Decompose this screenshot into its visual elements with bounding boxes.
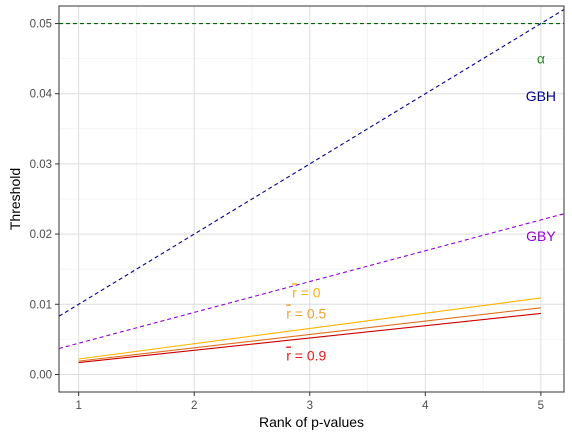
x-tick-label: 5	[538, 400, 544, 412]
y-axis-label: Threshold	[7, 168, 23, 230]
x-tick-label: 1	[75, 400, 81, 412]
y-tick-label: 0.03	[30, 159, 52, 171]
annotation-5: r = 0.5	[286, 305, 326, 321]
series-line-6	[78, 312, 541, 364]
axis-ticks: 1 2 3 4 5 0.00 0.01 0.02 0.03 0.04 0.05	[30, 19, 544, 412]
annotation-4: r = 0	[292, 284, 321, 300]
y-tick-label: 0.01	[30, 299, 52, 311]
annotation-6: r = 0.9	[286, 348, 326, 364]
y-tick-label: 0.02	[30, 229, 52, 241]
series-line-5	[78, 307, 541, 362]
series-line-3	[58, 213, 565, 350]
gridlines	[59, 6, 564, 392]
y-tick-label: 0.05	[30, 19, 52, 31]
annotation-1: α	[537, 51, 545, 67]
x-tick-label: 2	[191, 400, 197, 412]
annotations: α GBH GBY r = 0 r = 0.5 r = 0.9	[286, 51, 556, 364]
annotation-3: GBY	[526, 228, 556, 244]
x-axis-label: Rank of p-values	[259, 414, 364, 430]
x-tick-label: 4	[422, 400, 429, 412]
annotation-2: GBH	[526, 88, 556, 104]
series-lines	[58, 9, 565, 364]
series-line-4	[78, 297, 541, 360]
y-tick-label: 0.00	[30, 369, 52, 381]
series-line-2	[58, 9, 565, 317]
x-tick-label: 3	[307, 400, 313, 412]
panel-border	[58, 5, 565, 393]
y-tick-label: 0.04	[30, 89, 53, 101]
